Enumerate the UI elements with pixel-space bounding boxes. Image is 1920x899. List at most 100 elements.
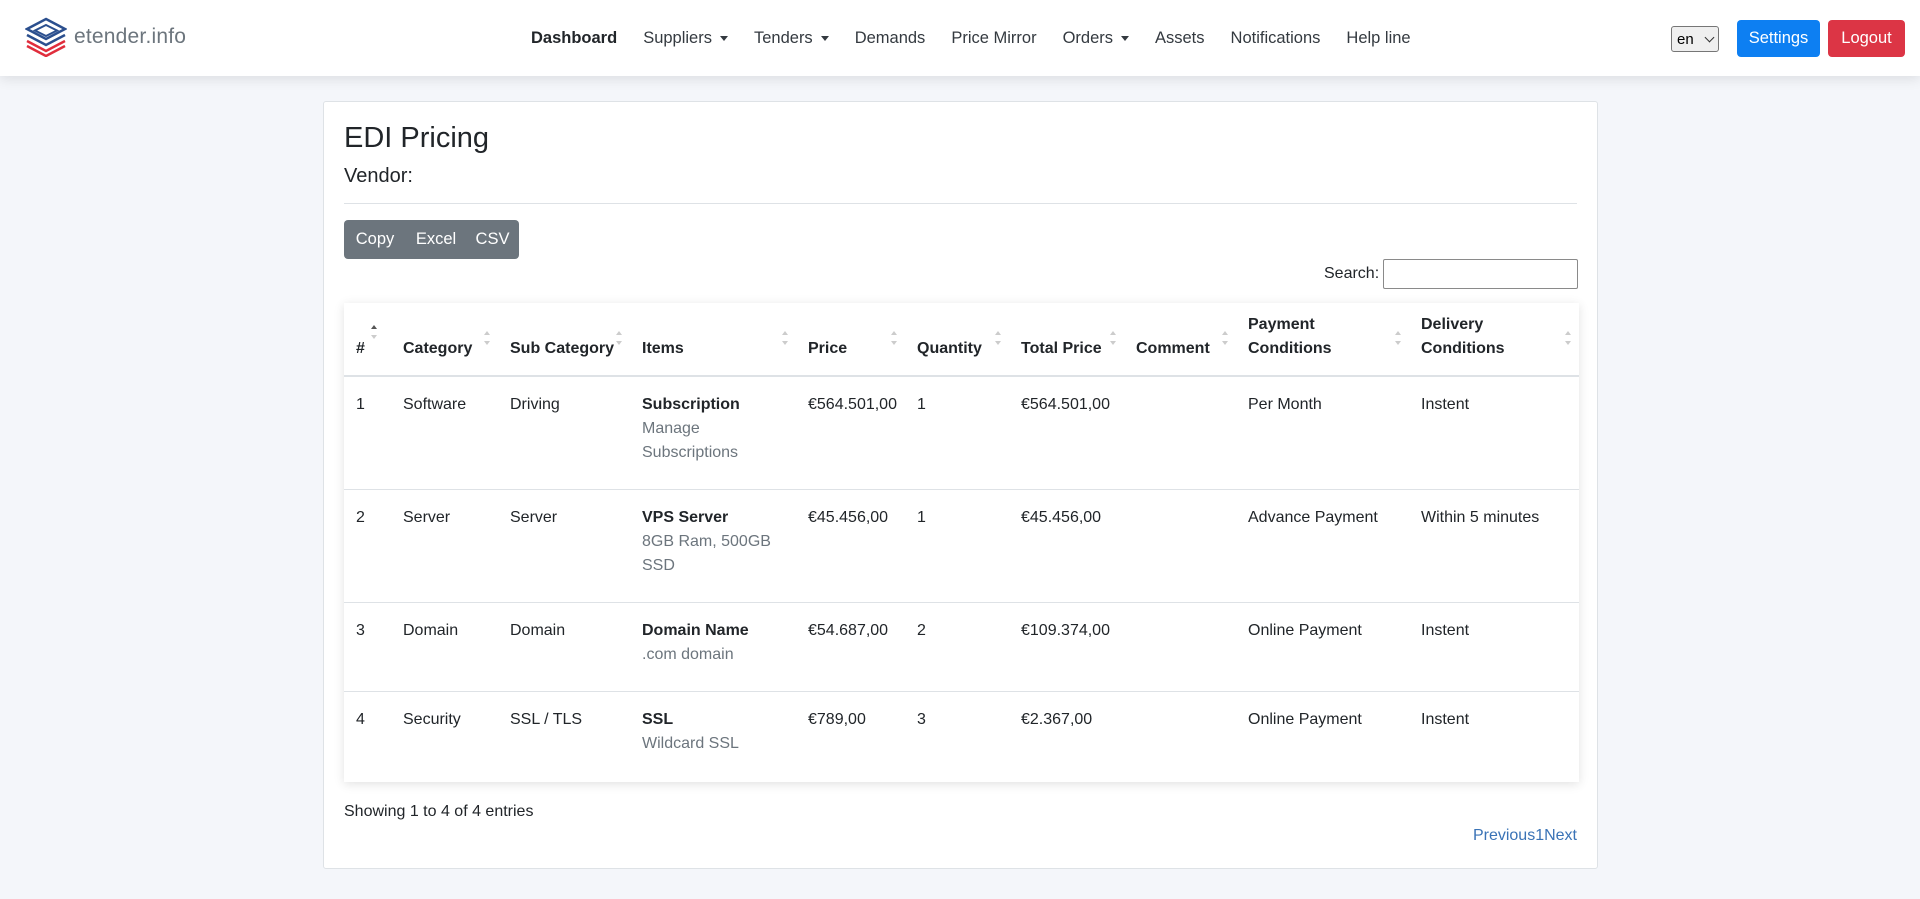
brand-name: etender.info xyxy=(74,25,187,48)
cell-category: Server xyxy=(391,488,498,602)
cell-payment-conditions: Online Payment xyxy=(1236,690,1409,778)
nav-item-dashboard[interactable]: Dashboard xyxy=(531,28,618,47)
cell-delivery-conditions: Instent xyxy=(1409,375,1579,489)
cell-comment xyxy=(1124,601,1236,691)
cell-number: 1 xyxy=(344,375,391,489)
column-header-category[interactable]: Category xyxy=(391,303,498,377)
column-header-total-price[interactable]: Total Price xyxy=(1009,303,1124,377)
csv-button[interactable]: CSV xyxy=(475,230,510,248)
pricing-card: EDI Pricing Vendor: Copy Excel CSV Searc… xyxy=(323,101,1598,869)
pagination: Previous 1 Next xyxy=(1473,827,1577,845)
cell-comment xyxy=(1124,375,1236,489)
cell-quantity: 2 xyxy=(905,601,1009,691)
sort-icon xyxy=(1222,331,1230,345)
nav-item-demands[interactable]: Demands xyxy=(854,28,926,47)
cell-price: €45.456,00 xyxy=(796,488,905,602)
cell-comment xyxy=(1124,488,1236,602)
caret-down-icon xyxy=(719,35,728,41)
cell-quantity: 3 xyxy=(905,690,1009,778)
cell-delivery-conditions: Instent xyxy=(1409,601,1579,691)
sort-icon xyxy=(995,331,1003,345)
sort-icon xyxy=(1110,331,1118,345)
brand[interactable]: etender.info xyxy=(25,17,186,57)
cell-category: Software xyxy=(391,375,498,489)
cell-price: €564.501,00 xyxy=(796,375,905,489)
item-name: SSL xyxy=(642,710,674,728)
sort-icon xyxy=(616,331,624,345)
nav-item-help-line[interactable]: Help line xyxy=(1346,28,1411,47)
table-header-row: # Category Sub Category Items Price Quan… xyxy=(344,303,1579,377)
cell-number: 2 xyxy=(344,488,391,602)
language-value: en xyxy=(1677,30,1694,48)
copy-button[interactable]: Copy xyxy=(355,230,395,248)
nav-item-tenders[interactable]: Tenders xyxy=(754,29,829,48)
top-navbar: etender.info Dashboard Suppliers Tenders… xyxy=(0,0,1920,76)
cell-items: SSL Wildcard SSL xyxy=(630,690,796,778)
column-header-payment-conditions[interactable]: Payment Conditions xyxy=(1236,303,1409,377)
table-row: 4 Security SSL / TLS SSL Wildcard SSL €78… xyxy=(344,690,1579,778)
search-input[interactable] xyxy=(1383,259,1578,289)
divider xyxy=(344,203,1577,204)
sort-asc-icon xyxy=(371,325,379,339)
item-name: VPS Server xyxy=(642,508,729,526)
nav-item-notifications[interactable]: Notifications xyxy=(1230,28,1321,47)
cell-number: 4 xyxy=(344,690,391,778)
column-header-price[interactable]: Price xyxy=(796,303,905,377)
page-link-1[interactable]: 1 xyxy=(1535,827,1545,844)
sort-icon xyxy=(1395,331,1403,345)
sort-icon xyxy=(891,331,899,345)
cell-sub-category: SSL / TLS xyxy=(498,690,630,778)
item-description: .com domain xyxy=(642,645,734,663)
export-button-group: Copy Excel CSV xyxy=(344,220,519,259)
nav-item-suppliers[interactable]: Suppliers xyxy=(643,29,728,48)
cell-sub-category: Driving xyxy=(498,375,630,489)
page-title: EDI Pricing xyxy=(344,122,490,154)
column-header-number[interactable]: # xyxy=(344,303,391,377)
cell-payment-conditions: Per Month xyxy=(1236,375,1409,489)
cell-quantity: 1 xyxy=(905,375,1009,489)
table-row: 1 Software Driving Subscription Manage Su… xyxy=(344,375,1579,489)
cell-comment xyxy=(1124,690,1236,778)
nav-item-orders[interactable]: Orders xyxy=(1063,29,1129,48)
column-header-sub-category[interactable]: Sub Category xyxy=(498,303,630,377)
chevron-down-icon xyxy=(1704,32,1715,42)
item-name: Subscription xyxy=(642,396,740,413)
caret-down-icon xyxy=(820,35,829,41)
language-select[interactable]: en xyxy=(1671,26,1719,52)
column-header-delivery-conditions[interactable]: Delivery Conditions xyxy=(1409,303,1579,377)
table-row: 3 Domain Domain Domain Name .com domain €… xyxy=(344,601,1579,691)
item-description: 8GB Ram, 500GB SSD xyxy=(642,532,771,574)
column-header-items[interactable]: Items xyxy=(630,303,796,377)
cell-sub-category: Server xyxy=(498,488,630,602)
sort-icon xyxy=(782,331,790,345)
nav-item-assets[interactable]: Assets xyxy=(1155,28,1205,47)
vendor-label: Vendor: xyxy=(344,165,413,187)
excel-button[interactable]: Excel xyxy=(415,230,457,248)
search-label: Search: xyxy=(1324,265,1380,282)
next-page-link[interactable]: Next xyxy=(1544,827,1577,844)
cell-total-price: €564.501,00 xyxy=(1009,375,1124,489)
table-info: Showing 1 to 4 of 4 entries xyxy=(344,803,534,820)
cell-payment-conditions: Advance Payment xyxy=(1236,488,1409,602)
main-nav: Dashboard Suppliers Tenders Demands Pric… xyxy=(518,0,1424,76)
previous-page-link[interactable]: Previous xyxy=(1472,827,1536,844)
cell-payment-conditions: Online Payment xyxy=(1236,601,1409,691)
cell-total-price: €2.367,00 xyxy=(1009,690,1124,778)
cell-number: 3 xyxy=(344,601,391,691)
cell-delivery-conditions: Instent xyxy=(1409,690,1579,778)
nav-item-price-mirror[interactable]: Price Mirror xyxy=(951,28,1037,47)
settings-button[interactable]: Settings xyxy=(1737,20,1820,57)
cell-sub-category: Domain xyxy=(498,601,630,691)
cell-delivery-conditions: Within 5 minutes xyxy=(1409,488,1579,602)
table-row: 2 Server Server VPS Server 8GB Ram, 500GB… xyxy=(344,488,1579,602)
cell-price: €789,00 xyxy=(796,690,905,778)
cell-price: €54.687,00 xyxy=(796,601,905,691)
cell-total-price: €109.374,00 xyxy=(1009,601,1124,691)
cell-items: Subscription Manage Subscriptions xyxy=(630,375,796,489)
caret-down-icon xyxy=(1121,35,1129,41)
logout-button[interactable]: Logout xyxy=(1828,20,1905,57)
column-header-comment[interactable]: Comment xyxy=(1124,303,1236,377)
item-name: Domain Name xyxy=(642,621,749,639)
column-header-quantity[interactable]: Quantity xyxy=(905,303,1009,377)
cell-items: VPS Server 8GB Ram, 500GB SSD xyxy=(630,488,796,602)
